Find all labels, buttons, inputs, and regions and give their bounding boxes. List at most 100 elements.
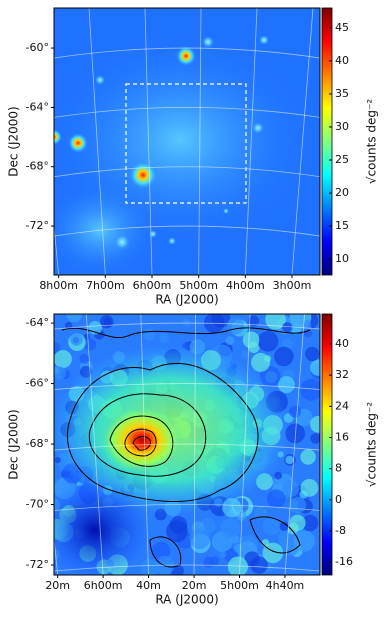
grid-line	[53, 166, 321, 178]
texture	[79, 353, 90, 364]
colorbar	[321, 313, 333, 576]
texture	[310, 433, 320, 444]
colorbar-tick-label: 24	[335, 399, 349, 412]
x-tick-label: 40m	[136, 579, 161, 592]
texture	[248, 315, 260, 327]
x-axis-label: RA (J2000)	[155, 593, 218, 607]
colorbar-tick-label: 10	[335, 252, 349, 265]
colorbar-tick-label: 8	[335, 462, 342, 475]
texture	[305, 346, 320, 362]
texture	[251, 352, 271, 372]
colorbar-tick-label: -16	[335, 555, 353, 568]
colorbar-tick-label: 45	[335, 21, 349, 34]
texture	[301, 514, 319, 532]
y-axis-label: Dec (J2000)	[7, 409, 21, 479]
colorbar-tick-label: 35	[335, 87, 349, 100]
texture	[277, 376, 295, 394]
y-tick-label: -70°	[26, 498, 49, 511]
texture	[159, 332, 169, 343]
grid-line	[88, 7, 106, 276]
x-tick-label: 8h00m	[39, 279, 78, 292]
texture	[300, 478, 319, 497]
grid-line	[244, 7, 258, 276]
texture	[310, 359, 320, 376]
colorbar-label: √counts deg⁻²	[365, 99, 379, 185]
colorbar-tick-label: 40	[335, 54, 349, 67]
texture	[285, 423, 306, 444]
texture	[282, 322, 293, 333]
plot-frame	[53, 313, 321, 576]
texture	[219, 517, 241, 539]
grid-line	[53, 383, 321, 390]
grid-line	[144, 7, 153, 276]
colorbar-tick-label: 32	[335, 368, 349, 381]
texture	[143, 328, 155, 341]
texture	[220, 551, 227, 558]
y-tick-label: -72°	[26, 558, 49, 571]
colorbar	[321, 7, 333, 276]
texture	[226, 317, 244, 335]
grid-line	[53, 107, 321, 118]
grid-line	[291, 7, 314, 276]
grid-line	[53, 322, 321, 330]
texture	[140, 559, 159, 575]
colorbar-tick-label: 16	[335, 430, 349, 443]
texture	[225, 336, 235, 346]
grid-line	[53, 504, 321, 511]
texture	[303, 328, 313, 338]
texture	[182, 318, 191, 327]
colorbar-tick-label: 30	[335, 120, 349, 133]
plot-frame	[53, 7, 321, 276]
grid-line	[239, 313, 251, 576]
texture	[70, 332, 83, 346]
map-image	[54, 8, 320, 275]
grid-line	[284, 313, 305, 576]
y-tick-label: -72°	[26, 219, 49, 232]
y-tick-label: -68°	[26, 160, 49, 173]
texture	[293, 530, 315, 552]
colorbar-tick-label: 20	[335, 186, 349, 199]
texture	[300, 378, 320, 401]
axes: -60° -64° -68° -72° 8h00m 7h00m 6h00m 5h00m 4h00…	[7, 7, 379, 607]
texture	[274, 346, 294, 367]
y-axis-label: Dec (J2000)	[7, 106, 21, 176]
texture	[241, 350, 250, 359]
x-tick-label: 6h00m	[84, 579, 123, 592]
colorbar-label: √counts deg⁻²	[365, 402, 379, 488]
y-tick-label: -66°	[26, 377, 49, 390]
texture	[244, 551, 260, 567]
x-tick-label: 3h00m	[273, 279, 312, 292]
texture	[266, 489, 286, 509]
texture	[300, 449, 316, 465]
grid-line	[53, 225, 321, 237]
colorbar-tick-label: 0	[335, 493, 342, 506]
texture	[287, 522, 299, 535]
texture	[303, 319, 312, 329]
x-axis-label: RA (J2000)	[155, 293, 218, 307]
texture	[66, 314, 83, 323]
grid-line	[31, 313, 59, 576]
colorbar-tick-label: 15	[335, 219, 349, 232]
x-tick-label: 20m	[182, 579, 207, 592]
grid-line	[53, 564, 321, 572]
texture	[279, 521, 289, 531]
texture	[285, 455, 294, 465]
texture	[289, 496, 307, 514]
texture	[103, 318, 112, 327]
grid-line	[140, 313, 149, 576]
colorbar-tick-label: 40	[335, 337, 349, 350]
y-tick-label: -64°	[26, 100, 49, 113]
texture	[166, 520, 188, 543]
texture	[203, 556, 215, 568]
map-image	[54, 314, 320, 575]
texture	[88, 321, 102, 335]
y-tick-label: -60°	[26, 41, 49, 54]
y-tick-label: -68°	[26, 437, 49, 450]
texture	[262, 517, 282, 536]
texture	[189, 528, 211, 549]
colorbar-tick-label: -8	[335, 524, 346, 537]
x-tick-label: 5h00m	[179, 279, 218, 292]
colorbar-tick-label: 25	[335, 153, 349, 166]
